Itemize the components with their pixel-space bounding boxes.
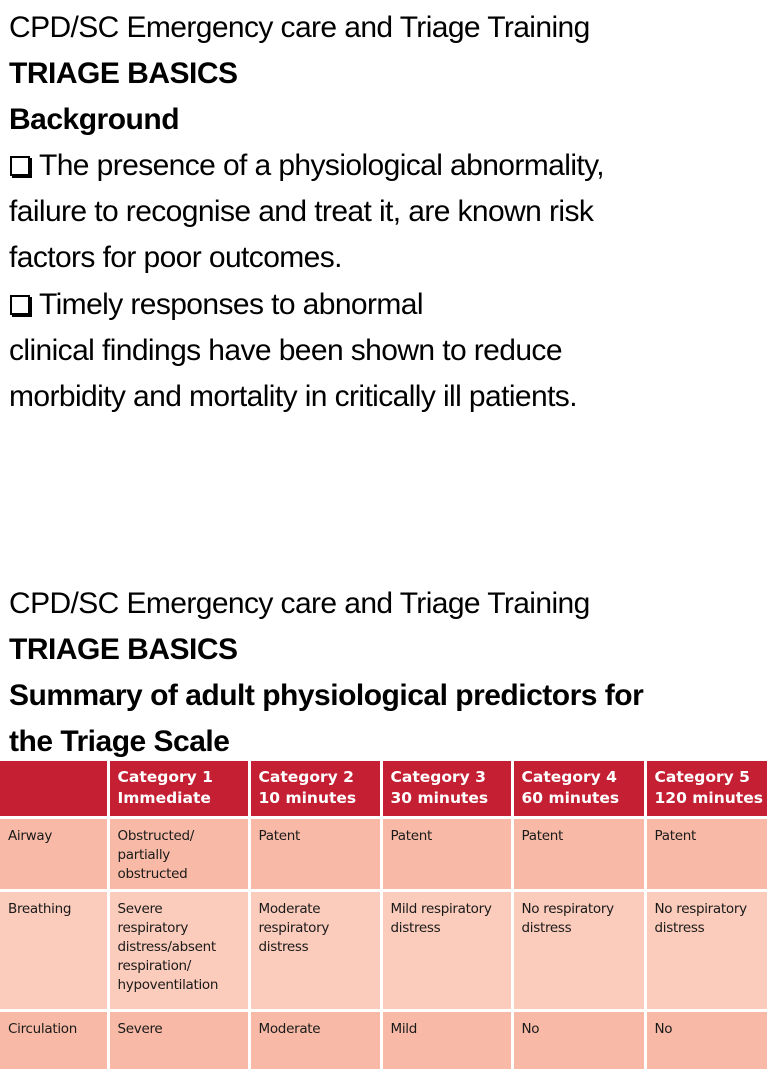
- bullet-item: The presence of a physiological abnormal…: [9, 143, 605, 189]
- table-cell: Patent: [643, 816, 768, 892]
- table-header-category-5: Category 5 120 minutes: [643, 758, 768, 819]
- bullet-text: Timely responses to abnormal: [39, 288, 424, 321]
- row-label: Breathing: [0, 889, 110, 1012]
- row-label: Airway: [0, 816, 110, 892]
- table-row-circulation: Circulation Severe Moderate Mild No No: [0, 1009, 768, 1072]
- bullet-text-continued: failure to recognise and treat it, are k…: [9, 195, 594, 228]
- bullet-text-continued: clinical findings have been shown to red…: [9, 334, 563, 367]
- table-cell: Patent: [379, 816, 514, 892]
- table-header-row: Category 1 Immediate Category 2 10 minut…: [0, 758, 768, 819]
- bullet-text-continued: factors for poor outcomes.: [9, 241, 342, 274]
- bullet-text-continued: morbidity and mortality in critically il…: [9, 380, 578, 413]
- row-label: Circulation: [0, 1009, 110, 1072]
- table-cell: No: [643, 1009, 768, 1072]
- checkbox-bullet-icon: [10, 295, 30, 315]
- course-title: CPD/SC Emergency care and Triage Trainin…: [9, 11, 590, 44]
- table-cell: Patent: [510, 816, 647, 892]
- section-title: TRIAGE BASICS: [9, 633, 238, 666]
- table-cell: Severe: [106, 1009, 251, 1072]
- table-cell: Moderate respiratory distress: [247, 889, 383, 1012]
- table-cell: Patent: [247, 816, 383, 892]
- table-header-category-1: Category 1 Immediate: [106, 758, 251, 819]
- table-header-empty: [0, 758, 110, 819]
- section-title: TRIAGE BASICS: [9, 57, 238, 90]
- checkbox-bullet-icon: [10, 156, 30, 176]
- table-cell: No respiratory distress: [643, 889, 768, 1012]
- bullet-item: Timely responses to abnormal: [9, 282, 424, 328]
- table-row-breathing: Breathing Severe respiratory distress/ab…: [0, 889, 768, 1012]
- bullet-text: The presence of a physiological abnormal…: [39, 149, 605, 182]
- table-cell: No: [510, 1009, 647, 1072]
- table-cell: Obstructed/ partially obstructed: [106, 816, 251, 892]
- table-row-airway: Airway Obstructed/ partially obstructed …: [0, 816, 768, 892]
- table-header-category-4: Category 4 60 minutes: [510, 758, 647, 819]
- table-header-category-2: Category 2 10 minutes: [247, 758, 383, 819]
- course-title: CPD/SC Emergency care and Triage Trainin…: [9, 587, 590, 620]
- table-cell: Mild: [379, 1009, 514, 1072]
- table-cell: Moderate: [247, 1009, 383, 1072]
- subtitle-continued: the Triage Scale: [9, 725, 230, 758]
- table-cell: Severe respiratory distress/absent respi…: [106, 889, 251, 1012]
- subtitle: Summary of adult physiological predictor…: [9, 679, 644, 712]
- table-header-category-3: Category 3 30 minutes: [379, 758, 514, 819]
- table-cell: No respiratory distress: [510, 889, 647, 1012]
- table-cell: Mild respiratory distress: [379, 889, 514, 1012]
- triage-scale-table: Category 1 Immediate Category 2 10 minut…: [0, 758, 768, 1072]
- subtitle: Background: [9, 103, 180, 136]
